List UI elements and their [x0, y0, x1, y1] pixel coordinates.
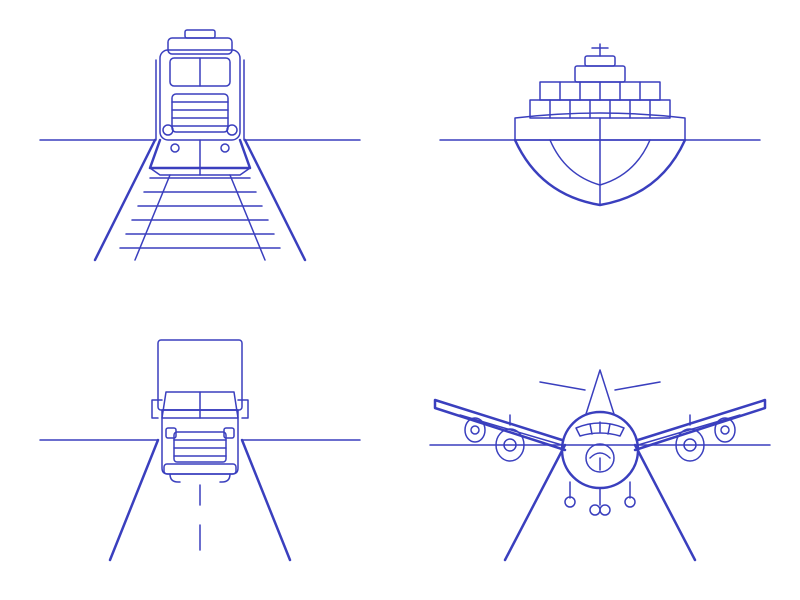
panel-ship — [400, 0, 800, 300]
panel-train — [0, 0, 400, 300]
truck-icon — [0, 300, 400, 600]
panel-truck — [0, 300, 400, 600]
airplane-icon — [400, 300, 800, 600]
train-icon — [0, 0, 400, 300]
transport-icons-grid — [0, 0, 800, 600]
ship-icon — [400, 0, 800, 300]
panel-airplane — [400, 300, 800, 600]
